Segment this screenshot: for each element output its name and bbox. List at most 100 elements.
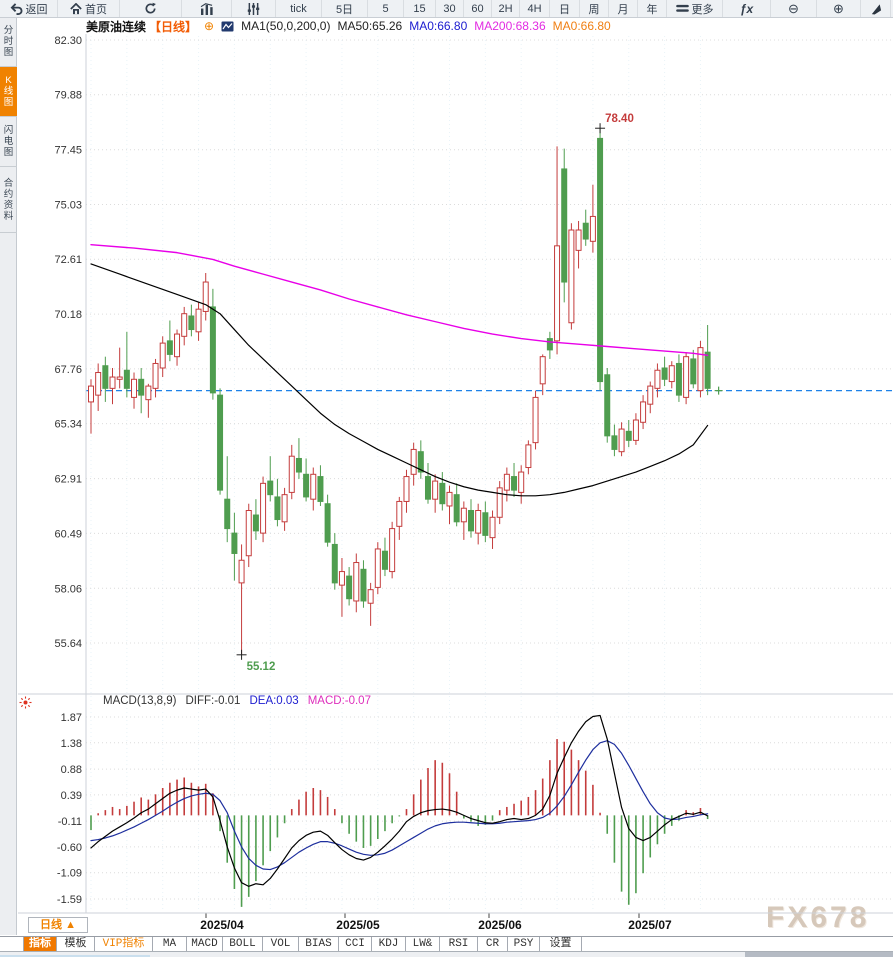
ma-lines — [90, 244, 709, 497]
home-icon — [70, 2, 82, 15]
toolbar-item-30[interactable]: 30 — [436, 0, 464, 17]
svg-text:2025/06: 2025/06 — [478, 918, 522, 932]
svg-text:62.91: 62.91 — [54, 474, 82, 486]
toolbar-item-label: 15 — [413, 2, 426, 15]
toolbar-item-label: 首页 — [85, 3, 107, 16]
macd-params[interactable]: MACD(13,8,9) — [103, 695, 177, 707]
horizontal-scrollbar[interactable] — [0, 952, 893, 957]
svg-text:2025/07: 2025/07 — [628, 918, 672, 932]
toolbar-item-年[interactable]: 年 — [638, 0, 667, 17]
ma200-value: MA200:68.36 — [474, 19, 546, 33]
indicator-tabbar: 指标 模板 VIP指标 MA MACD BOLL VOL BIAS CCI KDJ LW& RSI CR… — [0, 936, 893, 952]
svg-text:0.39: 0.39 — [61, 790, 82, 802]
toolbar-item-label: 60 — [471, 2, 484, 15]
toolbar-item-sliders-icon[interactable] — [232, 0, 276, 17]
svg-text:-1.59: -1.59 — [57, 894, 82, 906]
indicator-tab-RSI[interactable]: RSI — [440, 937, 478, 951]
toolbar-item-5日[interactable]: 5日 — [322, 0, 368, 17]
macd-lines — [90, 714, 709, 887]
svg-text:0.88: 0.88 — [61, 764, 82, 776]
indicator-tab-KDJ[interactable]: KDJ — [372, 937, 406, 951]
ma-settings[interactable]: MA1(50,0,200,0) — [241, 19, 331, 33]
toolbar-item-首页[interactable]: 首页 — [58, 0, 120, 17]
zoom-out-icon: ⊖ — [788, 1, 799, 16]
toolbar-item-zoom-in-icon[interactable]: ⊕ — [817, 0, 861, 17]
indicator-settings-icon[interactable] — [19, 696, 32, 714]
toolbar-item-label: 年 — [646, 3, 658, 16]
macd-dea-value: DEA:0.03 — [249, 695, 299, 707]
indicator-tab-设置[interactable]: 设置 — [540, 937, 582, 951]
bar-chart-icon — [200, 2, 214, 15]
svg-text:1.38: 1.38 — [61, 738, 82, 750]
toolbar-item-label: 4H — [527, 2, 542, 15]
toolbar-item-label: 更多 — [691, 3, 714, 16]
symbol-name: 美原油连续 — [86, 19, 147, 34]
indicator-tab-VOL[interactable]: VOL — [263, 937, 299, 951]
indicator-tab-BOLL[interactable]: BOLL — [223, 937, 263, 951]
svg-text:-0.11: -0.11 — [58, 816, 82, 828]
indicator-tab-CCI[interactable]: CCI — [339, 937, 372, 951]
svg-text:82.30: 82.30 — [54, 35, 82, 47]
toolbar-item-15[interactable]: 15 — [404, 0, 436, 17]
panel-borders — [18, 34, 893, 914]
toolbar-item-pen-icon[interactable] — [861, 0, 891, 17]
toolbar-item-月[interactable]: 月 — [609, 0, 638, 17]
svg-text:-1.09: -1.09 — [57, 868, 82, 880]
svg-text:2025/05: 2025/05 — [336, 918, 380, 932]
indicator-tab-MACD[interactable]: MACD — [187, 937, 223, 951]
svg-text:55.12: 55.12 — [247, 661, 276, 673]
indicator-tab-MA[interactable]: MA — [153, 937, 187, 951]
sidebar-tab-合约资料[interactable]: 合约资料 — [0, 167, 17, 233]
indicator-tab-LW&[interactable]: LW& — [406, 937, 440, 951]
indicator-tab-PSY[interactable]: PSY — [508, 937, 540, 951]
macd-hist-value: MACD:-0.07 — [307, 695, 371, 707]
indicator-tab-CR[interactable]: CR — [478, 937, 508, 951]
period-tag: 【日线】 — [149, 19, 198, 34]
macd-grid: 1.87 1.38 0.88 0.39 -0.11 -0.60 -1.09 -1.59 — [57, 712, 893, 906]
toolbar-item-日[interactable]: 日 — [550, 0, 580, 17]
toolbar-item-5[interactable]: 5 — [368, 0, 404, 17]
top-toolbar: 返回 首页 tick 5日 5 15 30 60 2H 4H 日 周 月 年 更多 ƒx ⊖ ⊕ — [0, 0, 893, 18]
toolbar-item-2H[interactable]: 2H — [492, 0, 520, 17]
pen-icon — [870, 3, 882, 15]
indicator-tab-BIAS[interactable]: BIAS — [299, 937, 339, 951]
toolbar-item-bar-chart-icon[interactable] — [182, 0, 232, 17]
toolbar-item-tick[interactable]: tick — [276, 0, 322, 17]
toolbar-item-fx-icon[interactable]: ƒx — [723, 0, 771, 17]
toolbar-item-label: 5日 — [335, 3, 354, 16]
svg-text:55.64: 55.64 — [54, 638, 82, 650]
indicator-tab-模板[interactable]: 模板 — [57, 937, 95, 951]
toolbar-item-4H[interactable]: 4H — [520, 0, 550, 17]
add-compare-icon[interactable]: ⊕ — [204, 19, 215, 33]
ma0-orange-value: MA0:66.80 — [552, 19, 611, 33]
toolbar-item-label: 周 — [588, 3, 600, 16]
fx678-watermark: FX678 — [766, 901, 870, 934]
toolbar-item-refresh-icon[interactable] — [120, 0, 182, 17]
macd-diff-value: DIFF:-0.01 — [185, 695, 241, 707]
toolbar-item-更多[interactable]: 更多 — [667, 0, 723, 17]
scrollbar-track-accent — [0, 955, 150, 957]
ma-style-icon[interactable] — [221, 20, 234, 33]
toolbar-item-label: 日 — [559, 3, 570, 16]
sidebar-tab-闪电图[interactable]: 闪电图 — [0, 117, 17, 167]
scrollbar-thumb[interactable] — [745, 952, 893, 957]
svg-text:78.40: 78.40 — [605, 113, 634, 125]
toolbar-item-zoom-out-icon[interactable]: ⊖ — [771, 0, 817, 17]
toolbar-item-周[interactable]: 周 — [580, 0, 609, 17]
svg-text:-0.60: -0.60 — [57, 842, 82, 854]
toolbar-item-60[interactable]: 60 — [464, 0, 492, 17]
zoom-in-icon: ⊕ — [833, 1, 844, 16]
toolbar-item-返回[interactable]: 返回 — [0, 0, 58, 17]
toolbar-item-label: 月 — [617, 3, 629, 16]
chart-title-row: 美原油连续 【日线】 ⊕ MA1(50,0,200,0) MA50:65.26 M… — [86, 18, 611, 34]
fx-icon: ƒx — [739, 1, 754, 16]
sidebar-tab-分时图[interactable]: 分时图 — [0, 17, 17, 67]
indicator-tab-VIP指标[interactable]: VIP指标 — [95, 937, 153, 951]
toolbar-item-label: 30 — [443, 2, 456, 15]
indicator-tab-指标[interactable]: 指标 — [23, 937, 57, 951]
menu-icon — [675, 4, 689, 13]
period-dropdown-button[interactable]: 日线 ▲ — [28, 917, 88, 933]
